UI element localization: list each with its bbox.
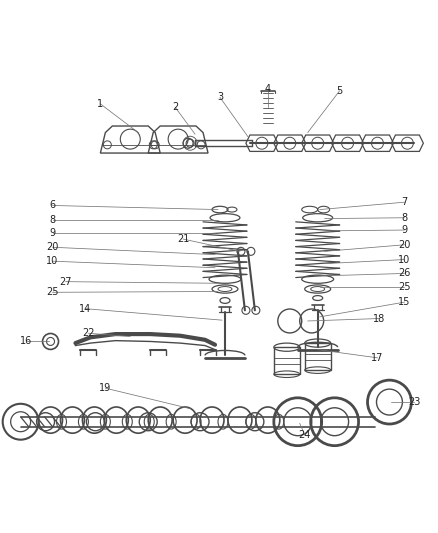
- Text: 25: 25: [398, 282, 411, 293]
- Text: 20: 20: [46, 243, 59, 252]
- Text: 22: 22: [82, 328, 95, 338]
- Text: 9: 9: [401, 225, 407, 235]
- Text: 10: 10: [398, 255, 410, 264]
- Text: 19: 19: [99, 383, 112, 393]
- Text: 7: 7: [401, 197, 407, 207]
- Text: 16: 16: [19, 336, 32, 346]
- Text: 6: 6: [49, 200, 56, 211]
- Text: 8: 8: [49, 215, 56, 225]
- Text: 20: 20: [398, 240, 410, 250]
- Text: 8: 8: [401, 213, 407, 223]
- Text: 4: 4: [265, 84, 271, 94]
- Text: 23: 23: [408, 397, 420, 407]
- Text: 26: 26: [398, 269, 410, 278]
- Text: 1: 1: [97, 99, 103, 109]
- Text: 24: 24: [299, 430, 311, 440]
- Text: 10: 10: [46, 256, 59, 266]
- Text: 17: 17: [371, 353, 384, 363]
- Text: 2: 2: [172, 102, 178, 112]
- Text: 14: 14: [79, 304, 92, 314]
- Text: 3: 3: [217, 92, 223, 102]
- Text: 27: 27: [59, 277, 72, 287]
- Text: 5: 5: [336, 86, 343, 96]
- Text: 18: 18: [373, 313, 385, 324]
- Text: 9: 9: [49, 228, 56, 238]
- Text: 25: 25: [46, 287, 59, 297]
- Text: 15: 15: [398, 297, 410, 307]
- Text: 21: 21: [177, 234, 189, 244]
